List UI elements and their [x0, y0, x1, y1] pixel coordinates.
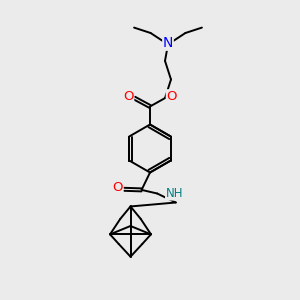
Text: NH: NH — [166, 187, 183, 200]
Text: O: O — [112, 181, 123, 194]
Text: O: O — [123, 90, 134, 104]
Text: N: N — [163, 36, 173, 50]
Text: O: O — [166, 90, 177, 103]
